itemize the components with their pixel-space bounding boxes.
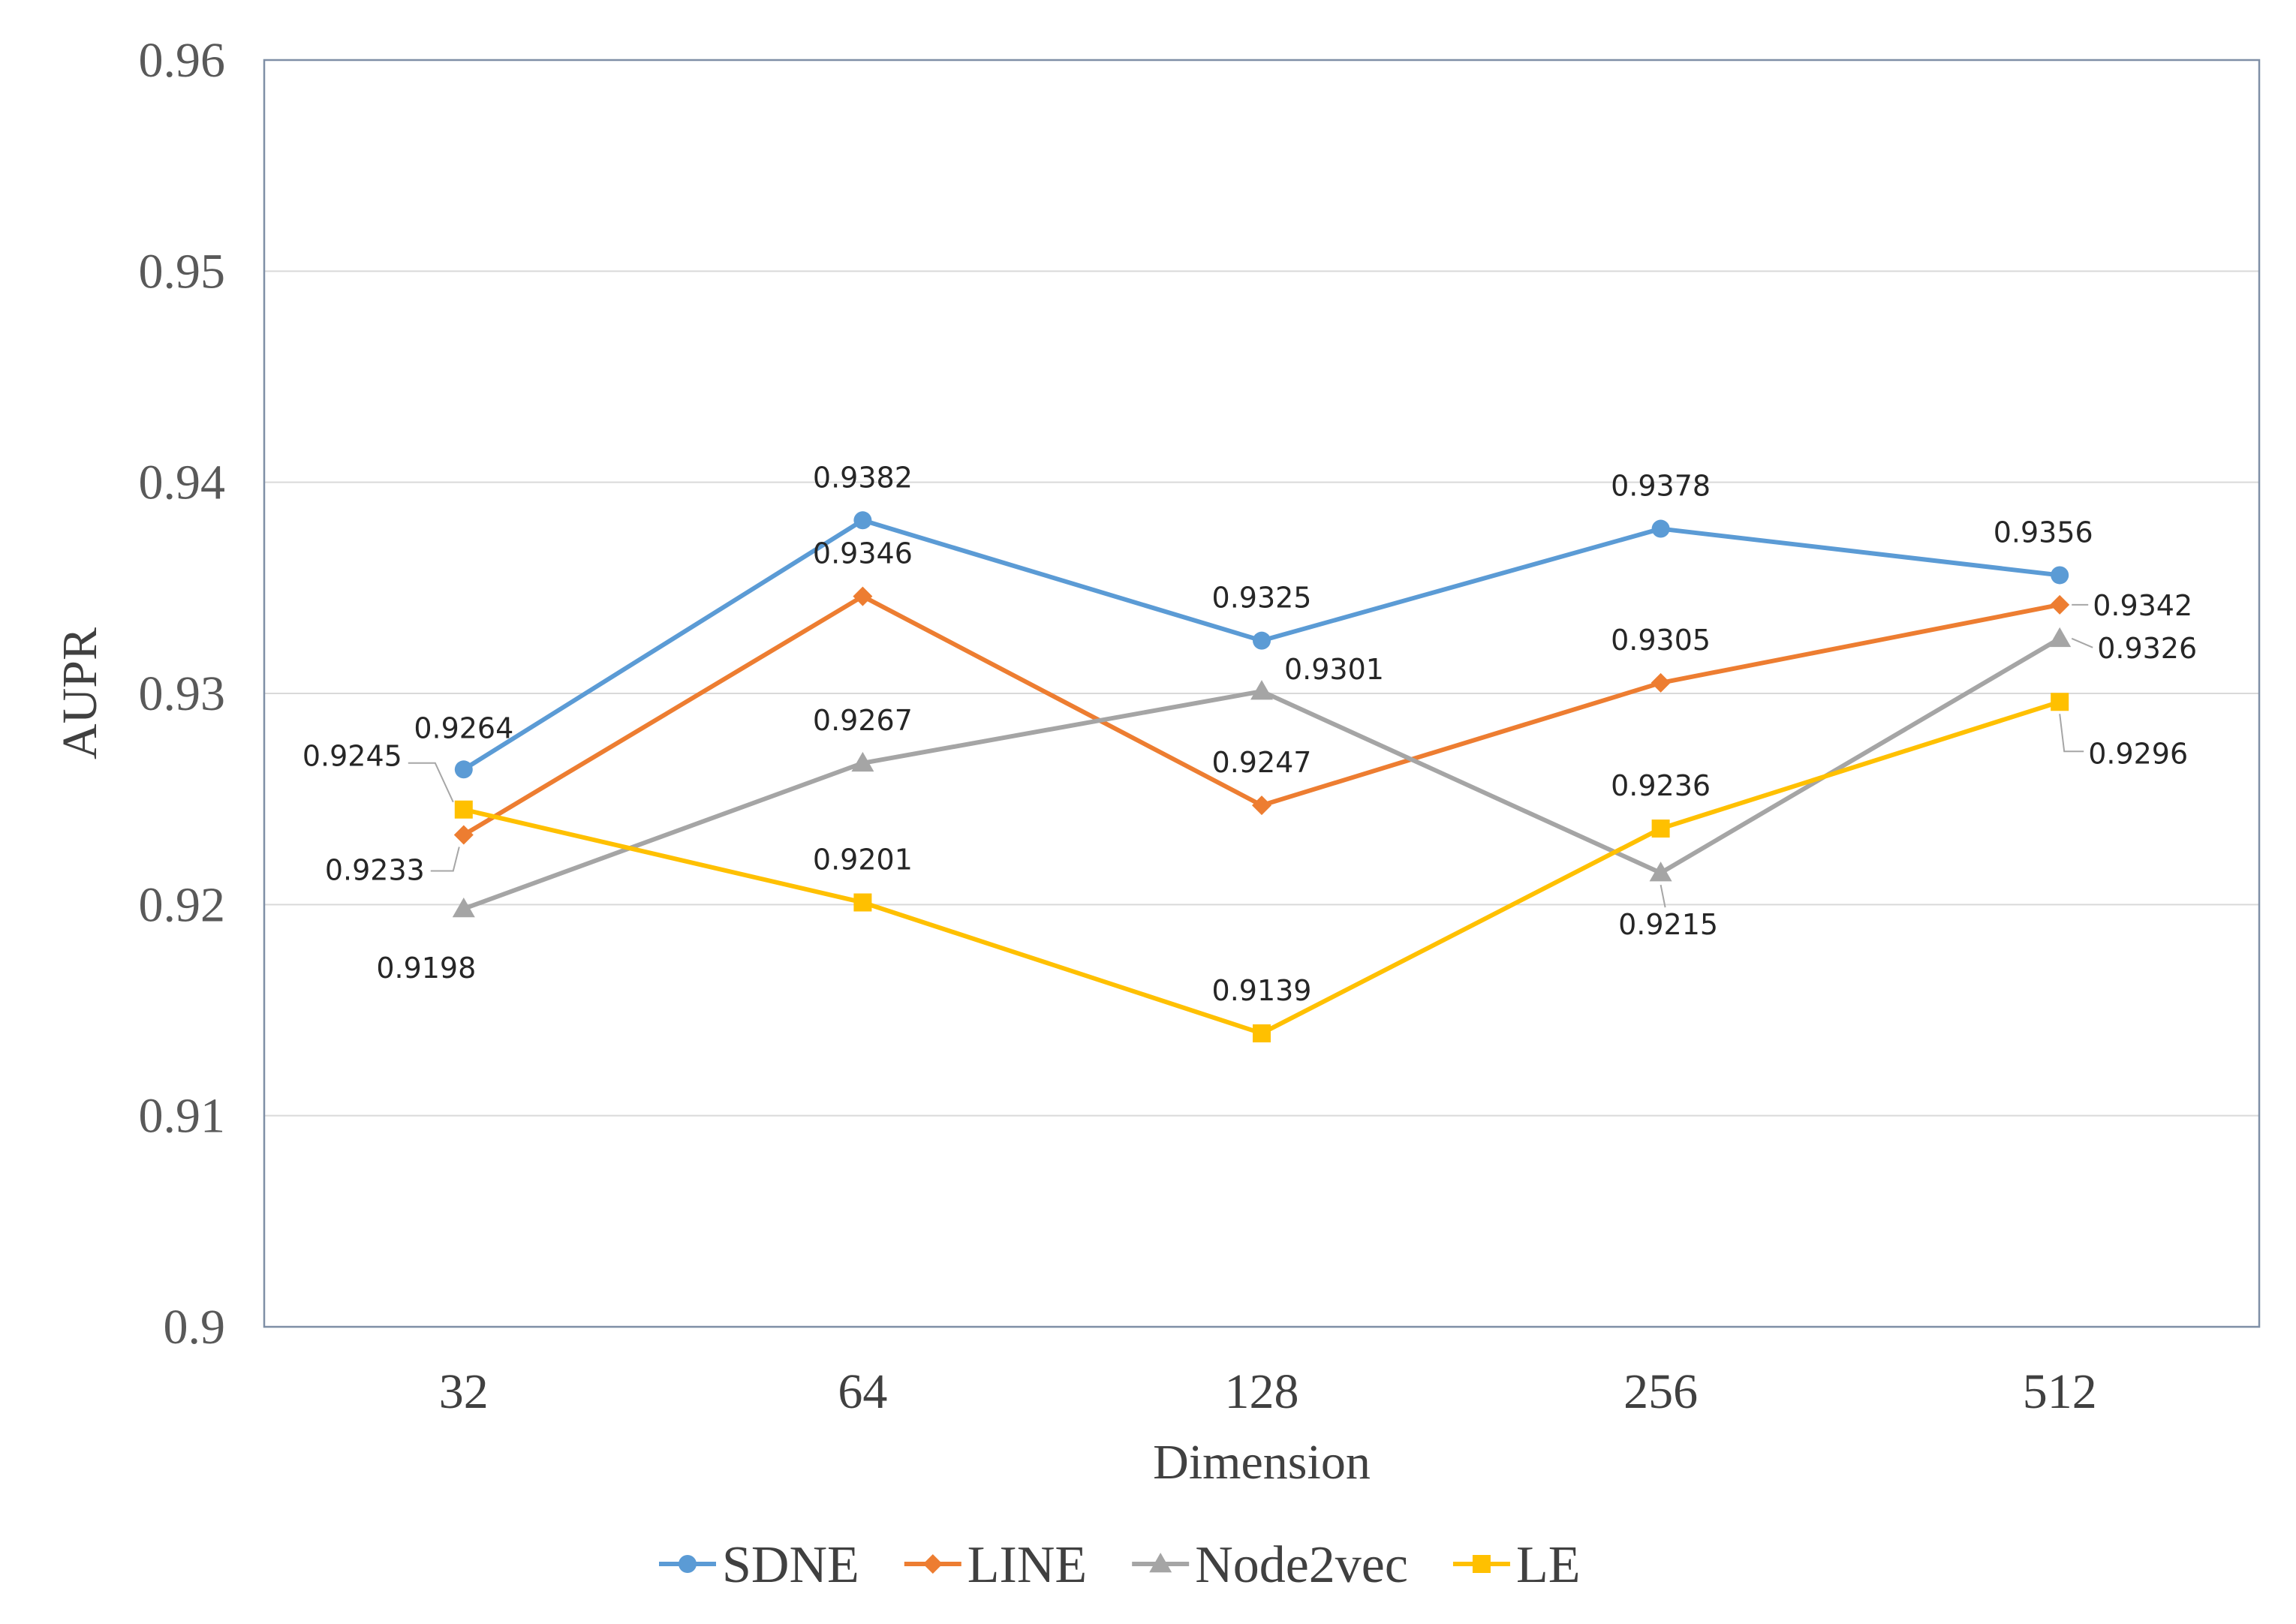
x-tick-label: 128 [1225,1364,1299,1419]
data-label-line: 0.9233 [325,853,425,886]
data-label-node2vec: 0.9198 [376,952,476,985]
label-leader-line [1660,884,1666,908]
data-point-line [1651,672,1671,693]
label-leader-line [2071,637,2093,648]
legend-label-node2vec: Node2vec [1195,1536,1408,1594]
data-label-sdne: 0.9378 [1611,470,1711,503]
data-point-node2vec [1649,862,1672,882]
data-point-le [853,893,872,912]
data-label-le: 0.9236 [1611,769,1711,802]
data-point-sdne [2051,566,2069,585]
x-tick-label: 32 [439,1364,489,1419]
data-label-le: 0.9296 [2088,737,2188,770]
data-point-line [1252,795,1271,816]
data-point-sdne [1253,631,1271,650]
data-point-le [2051,693,2069,711]
y-tick-label: 0.93 [139,666,226,721]
data-label-sdne: 0.9356 [1994,516,2093,549]
data-point-sdne [1651,519,1670,538]
legend-marker-node2vec [1149,1553,1172,1573]
data-point-node2vec [1250,680,1273,700]
label-leader-line [2059,714,2084,753]
data-label-node2vec: 0.9267 [813,704,913,737]
legend-marker-le [1472,1555,1491,1573]
data-label-le: 0.9139 [1212,974,1312,1007]
data-point-node2vec [452,897,475,918]
legend-label-line: LINE [967,1536,1087,1594]
data-point-le [1651,820,1670,838]
data-label-node2vec: 0.9301 [1284,653,1384,686]
data-label-sdne: 0.9382 [813,461,913,494]
y-tick-label: 0.92 [139,877,226,932]
data-point-le [454,800,473,819]
data-point-node2vec [2048,627,2072,648]
data-label-sdne: 0.9325 [1212,582,1312,615]
data-point-node2vec [851,751,874,772]
data-label-line: 0.9346 [813,537,913,570]
y-axis-title: AUPR [53,627,107,759]
x-tick-label: 512 [2023,1364,2097,1419]
label-leader-line [430,847,460,872]
legend-label-sdne: SDNE [722,1536,859,1594]
data-label-line: 0.9342 [2093,589,2192,622]
data-point-line [453,825,474,845]
x-tick-label: 256 [1623,1364,1698,1419]
data-label-sdne: 0.9264 [414,711,513,744]
y-tick-label: 0.91 [139,1089,226,1144]
x-tick-label: 64 [838,1364,887,1419]
data-point-le [1253,1024,1271,1042]
legend-label-le: LE [1516,1536,1581,1594]
data-point-line [2050,594,2070,615]
data-label-line: 0.9247 [1212,746,1312,779]
data-point-line [853,586,873,606]
y-tick-label: 0.95 [139,244,226,299]
y-tick-label: 0.96 [139,33,226,88]
label-leader-line [408,762,454,803]
legend: SDNE LINE Node2vec LE [659,1536,1580,1594]
data-label-node2vec: 0.9326 [2097,632,2197,665]
data-label-node2vec: 0.9215 [1618,908,1718,941]
y-tick-label: 0.9 [164,1300,226,1355]
data-label-line: 0.9305 [1611,624,1711,657]
data-point-sdne [454,760,473,779]
plot-area-frame [263,59,2261,1328]
legend-marker-line [922,1554,943,1574]
data-label-le: 0.9201 [813,844,913,877]
data-label-le: 0.9245 [302,740,402,773]
data-point-sdne [853,511,872,530]
legend-marker-sdne [679,1555,697,1573]
x-axis-title: Dimension [1153,1435,1371,1490]
y-tick-label: 0.94 [139,456,226,510]
